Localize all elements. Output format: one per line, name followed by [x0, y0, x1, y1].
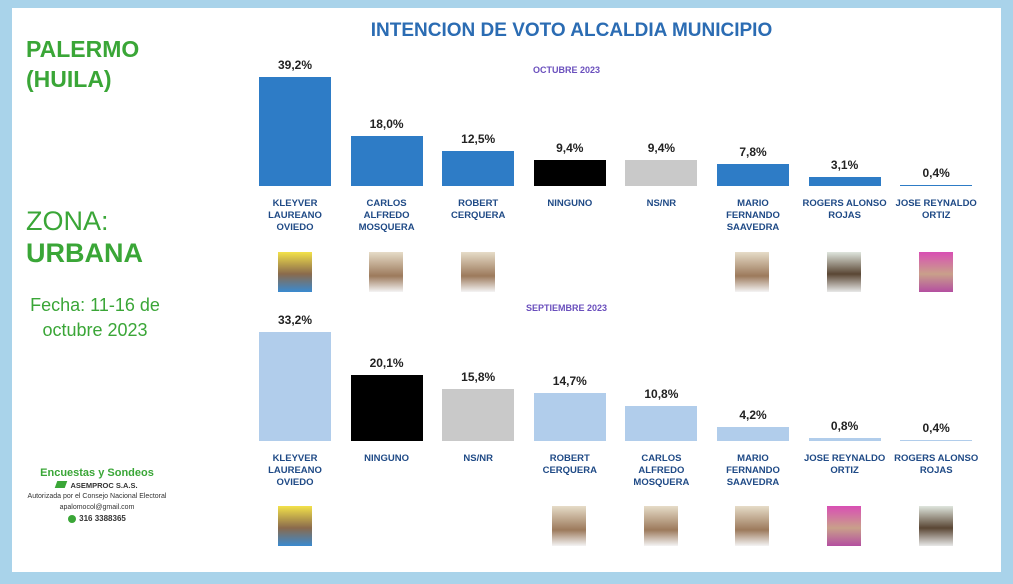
- footer-authorization: Autorizada por el Consejo Nacional Elect…: [12, 491, 182, 502]
- date: Fecha: 11-16 de octubre 2023: [20, 293, 170, 343]
- value-label: 33,2%: [255, 313, 335, 327]
- value-label: 4,2%: [713, 408, 793, 422]
- category-label: MARIO FERNANDO SAAVEDRA: [709, 453, 797, 489]
- category-label: ROBERT CERQUERA: [434, 198, 522, 222]
- footer-phone: 316 3388365: [12, 513, 182, 524]
- photo: [827, 506, 861, 546]
- location-line: PALERMO: [26, 34, 139, 64]
- bar: [900, 440, 972, 441]
- photo: [552, 506, 586, 546]
- category-label: KLEYVER LAUREANO OVIEDO: [251, 453, 339, 489]
- location: PALERMO (HUILA): [26, 34, 139, 94]
- category-label: NS/NR: [434, 453, 522, 465]
- bar: [259, 77, 331, 186]
- bar: [351, 375, 423, 441]
- value-label: 10,8%: [621, 387, 701, 401]
- page: INTENCION DE VOTO ALCALDIA MUNICIPIO PAL…: [0, 0, 1013, 584]
- value-label: 7,8%: [713, 145, 793, 159]
- bar: [900, 185, 972, 186]
- value-label: 18,0%: [347, 117, 427, 131]
- bar: [259, 332, 331, 441]
- photo: [735, 506, 769, 546]
- zone: URBANA: [26, 238, 143, 269]
- bar: [534, 160, 606, 186]
- panel: INTENCION DE VOTO ALCALDIA MUNICIPIO PAL…: [12, 8, 1001, 572]
- value-label: 14,7%: [530, 374, 610, 388]
- footer-brand: Encuestas y Sondeos: [12, 466, 182, 480]
- footer-email: apalomocol@gmail.com: [12, 502, 182, 513]
- footer-company: ASEMPROC S.A.S.: [12, 480, 182, 491]
- chart-subtitle: OCTUBRE 2023: [12, 65, 1001, 75]
- photo: [919, 506, 953, 546]
- value-label: 12,5%: [438, 132, 518, 146]
- value-label: 20,1%: [347, 356, 427, 370]
- bar: [442, 151, 514, 186]
- bar: [625, 406, 697, 441]
- company: ASEMPROC S.A.S.: [70, 481, 137, 490]
- category-label: KLEYVER LAUREANO OVIEDO: [251, 198, 339, 234]
- bar: [717, 427, 789, 441]
- photo: [735, 252, 769, 292]
- category-label: CARLOS ALFREDO MOSQUERA: [617, 453, 705, 489]
- value-label: 3,1%: [805, 158, 885, 172]
- category-label: ROBERT CERQUERA: [526, 453, 614, 477]
- photo: [827, 252, 861, 292]
- value-label: 9,4%: [621, 141, 701, 155]
- bar: [351, 136, 423, 186]
- category-label: JOSE REYNALDO ORTIZ: [892, 198, 980, 222]
- value-label: 0,4%: [896, 166, 976, 180]
- category-label: CARLOS ALFREDO MOSQUERA: [343, 198, 431, 234]
- photo: [644, 506, 678, 546]
- footer: Encuestas y Sondeos ASEMPROC S.A.S. Auto…: [12, 466, 182, 524]
- photo: [919, 252, 953, 292]
- bar: [625, 160, 697, 186]
- bar: [534, 393, 606, 441]
- photo: [278, 506, 312, 546]
- value-label: 0,8%: [805, 419, 885, 433]
- bar: [809, 438, 881, 441]
- category-label: ROGERS ALONSO ROJAS: [801, 198, 889, 222]
- photo: [278, 252, 312, 292]
- value-label: 15,8%: [438, 370, 518, 384]
- photo: [461, 252, 495, 292]
- title: INTENCION DE VOTO ALCALDIA MUNICIPIO: [12, 20, 1001, 42]
- value-label: 0,4%: [896, 421, 976, 435]
- category-label: NINGUNO: [526, 198, 614, 210]
- bar: [809, 177, 881, 186]
- category-label: NS/NR: [617, 198, 705, 210]
- category-label: MARIO FERNANDO SAAVEDRA: [709, 198, 797, 234]
- zone-label: ZONA:: [26, 206, 109, 237]
- category-label: NINGUNO: [343, 453, 431, 465]
- value-label: 39,2%: [255, 58, 335, 72]
- bar: [442, 389, 514, 441]
- photo: [369, 252, 403, 292]
- category-label: ROGERS ALONSO ROJAS: [892, 453, 980, 477]
- value-label: 9,4%: [530, 141, 610, 155]
- category-label: JOSE REYNALDO ORTIZ: [801, 453, 889, 477]
- phone: 316 3388365: [79, 514, 126, 523]
- chart-subtitle: SEPTIEMBRE 2023: [12, 303, 1001, 313]
- bar: [717, 164, 789, 186]
